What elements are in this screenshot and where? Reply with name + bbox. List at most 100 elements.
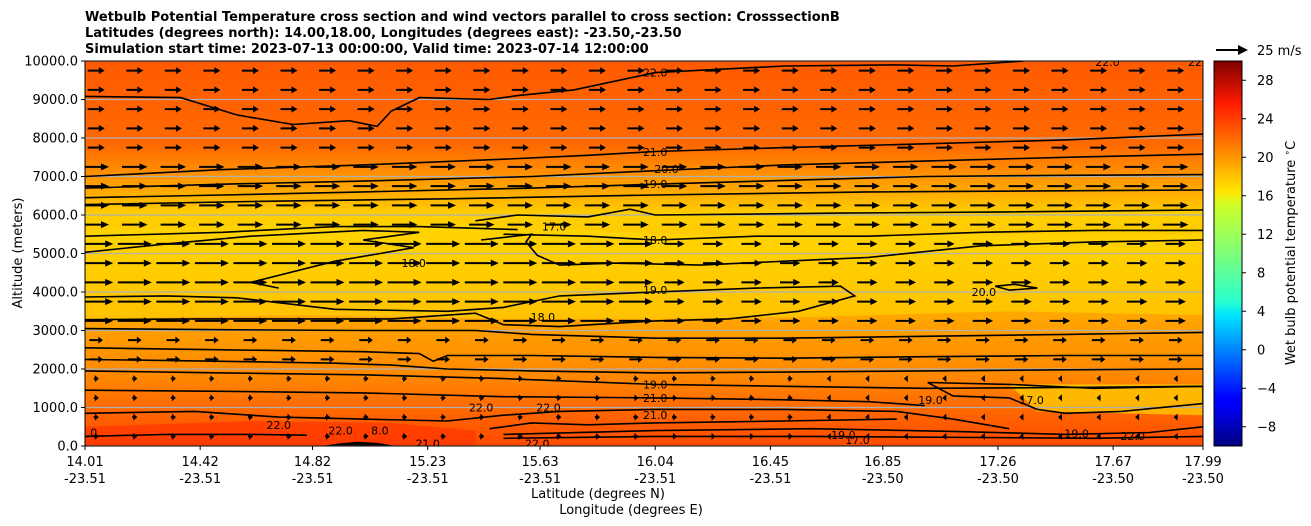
wind-vector bbox=[738, 221, 765, 229]
wind-vector-head bbox=[336, 278, 345, 286]
wind-vector-head bbox=[677, 317, 685, 325]
wind-vector-head bbox=[561, 144, 568, 152]
wind-vector-head bbox=[831, 86, 838, 94]
wind-vector bbox=[935, 105, 953, 113]
wind-vector bbox=[387, 298, 422, 306]
contour-label-15: 22.0 bbox=[469, 402, 494, 415]
wind-vector bbox=[970, 182, 996, 190]
wind-vector bbox=[1051, 86, 1069, 94]
y-tick-label-9: 9000.0 bbox=[33, 93, 79, 108]
wind-vector bbox=[974, 124, 992, 132]
wind-vector bbox=[1090, 144, 1108, 152]
wind-vector bbox=[706, 336, 720, 344]
wind-vector-head bbox=[1178, 86, 1185, 94]
wind-vector-head bbox=[1103, 163, 1112, 171]
wind-vector-head bbox=[986, 259, 994, 267]
wind-vector-head bbox=[329, 355, 335, 363]
wind-vector-head bbox=[1101, 86, 1108, 94]
wind-vector bbox=[513, 355, 528, 363]
wind-vector-head bbox=[291, 355, 296, 363]
contour-label-12: 19.0 bbox=[643, 378, 668, 391]
wind-vector bbox=[319, 124, 336, 132]
wind-vector-head bbox=[946, 67, 953, 75]
wind-vector bbox=[436, 355, 450, 363]
wind-vector-head bbox=[870, 259, 878, 267]
wind-vector bbox=[1173, 413, 1178, 421]
wind-vector-head bbox=[407, 67, 414, 75]
wind-vector bbox=[391, 201, 418, 209]
wind-vector bbox=[700, 163, 726, 171]
wind-vector bbox=[580, 298, 615, 306]
wind-vector bbox=[247, 394, 253, 402]
wind-vector bbox=[156, 278, 191, 286]
wind-vector-head bbox=[139, 201, 148, 209]
wind-vector-head bbox=[332, 201, 341, 209]
wind-vector bbox=[818, 259, 839, 267]
wind-vector-head bbox=[368, 124, 375, 132]
wind-vector bbox=[1011, 259, 1032, 267]
wind-vector-head bbox=[1139, 336, 1144, 344]
wind-vector bbox=[1130, 336, 1144, 344]
quiver-key: 25 m/s bbox=[1216, 44, 1302, 59]
wind-vector-head bbox=[788, 432, 793, 440]
colorbar-tick-label-0: −8 bbox=[1257, 420, 1276, 435]
wind-vector-head bbox=[490, 240, 499, 248]
wind-vector-head bbox=[679, 201, 688, 209]
wind-vector-head bbox=[716, 317, 724, 325]
wind-vector-head bbox=[567, 298, 576, 306]
wind-vector bbox=[820, 67, 838, 75]
wind-vector-head bbox=[522, 336, 528, 344]
wind-vector bbox=[314, 182, 341, 190]
wind-vector-head bbox=[143, 317, 152, 325]
wind-vector-head bbox=[98, 144, 105, 152]
wind-vector-head bbox=[214, 86, 221, 94]
y-tick-label-3: 3000.0 bbox=[33, 324, 79, 339]
contour-label-text: 20.0 bbox=[972, 286, 997, 299]
wind-vector bbox=[247, 432, 253, 440]
contour-label-text: 18.0 bbox=[531, 311, 556, 324]
wind-vector-head bbox=[756, 201, 765, 209]
wind-vector-head bbox=[872, 221, 880, 229]
wind-vector-head bbox=[831, 278, 839, 286]
wind-vector bbox=[1011, 317, 1032, 325]
x-tick-label-lon-7: -23.50 bbox=[862, 472, 904, 487]
wind-vector-head bbox=[908, 278, 916, 286]
wind-vector bbox=[584, 163, 611, 171]
wind-vector bbox=[1128, 67, 1146, 75]
wind-vector bbox=[89, 355, 103, 363]
wind-vector-head bbox=[754, 124, 761, 132]
wind-vector bbox=[661, 163, 688, 171]
wind-vector-head bbox=[869, 336, 875, 344]
wind-vector bbox=[1126, 240, 1148, 248]
wind-vector bbox=[858, 105, 876, 113]
wind-vector bbox=[357, 105, 375, 113]
wind-vector bbox=[1047, 221, 1073, 229]
wind-vector bbox=[1047, 182, 1073, 190]
wind-vector bbox=[233, 298, 268, 306]
wind-vector-head bbox=[910, 221, 919, 229]
wind-vector bbox=[700, 221, 726, 229]
wind-vector bbox=[1173, 375, 1178, 383]
wind-vector-head bbox=[600, 67, 606, 75]
wind-vector-head bbox=[561, 105, 568, 113]
contour-label-3: 21.0 bbox=[643, 146, 668, 159]
wind-vector bbox=[865, 413, 870, 421]
wind-vector bbox=[87, 105, 105, 113]
wind-vector bbox=[205, 336, 219, 344]
wind-vector-head bbox=[484, 144, 491, 152]
wind-vector-head bbox=[259, 259, 268, 267]
wind-vector-head bbox=[942, 432, 947, 440]
wind-vector-head bbox=[216, 182, 225, 190]
contour-label-27: 21.0 bbox=[415, 438, 440, 446]
wind-vector bbox=[935, 144, 953, 152]
wind-vector bbox=[623, 201, 649, 209]
y-axis-label: Altitude (meters) bbox=[11, 198, 26, 309]
wind-vector-head bbox=[792, 355, 797, 363]
wind-vector-head bbox=[490, 317, 499, 325]
wind-vector bbox=[286, 413, 292, 421]
wind-vector bbox=[233, 317, 268, 325]
wind-vector-head bbox=[522, 105, 529, 113]
x-axis: 14.01 -23.51 14.42 -23.51 14.82 -23.51 15.23 -2… bbox=[64, 446, 1224, 487]
wind-vector bbox=[272, 259, 306, 267]
wind-vector-head bbox=[830, 336, 836, 344]
